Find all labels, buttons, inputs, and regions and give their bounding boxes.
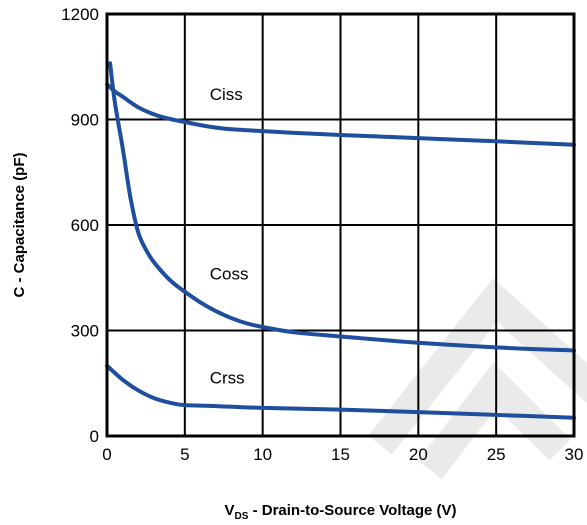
x-tick-label: 15 <box>331 445 350 464</box>
series-line-coss <box>108 61 576 353</box>
x-axis-title-subscript: DS <box>235 511 249 522</box>
series-line-crss <box>105 363 576 420</box>
x-tick-label: 5 <box>180 445 189 464</box>
x-axis-title-prefix: V <box>225 502 235 519</box>
x-tick-label: 0 <box>102 445 111 464</box>
series-label-coss: Coss <box>210 265 249 284</box>
y-tick-labels: 0 300 600 900 1200 <box>61 5 99 446</box>
y-tick-label: 1200 <box>61 5 99 24</box>
x-tick-label: 25 <box>487 445 506 464</box>
grid <box>107 14 574 436</box>
watermark-logo-inner <box>418 362 571 480</box>
series-line-ciss <box>105 82 576 147</box>
plot-frame <box>105 12 576 438</box>
y-axis-title: C - Capacitance (pF) <box>11 152 28 297</box>
series-curves <box>105 61 576 420</box>
series-labels: Ciss Coss Crss <box>210 85 249 387</box>
x-tick-label: 30 <box>565 445 584 464</box>
series-label-crss: Crss <box>210 368 245 387</box>
x-tick-labels: 0 5 10 15 20 25 30 <box>102 445 583 464</box>
x-tick-label: 20 <box>409 445 428 464</box>
x-axis-title: VDS - Drain-to-Source Voltage (V) <box>225 502 457 522</box>
y-tick-label: 600 <box>71 216 99 235</box>
x-axis-title-rest: - Drain-to-Source Voltage (V) <box>248 502 456 519</box>
x-tick-label: 10 <box>253 445 272 464</box>
series-label-ciss: Ciss <box>210 85 243 104</box>
y-tick-label: 900 <box>71 111 99 130</box>
y-tick-label: 0 <box>90 427 99 446</box>
y-tick-label: 300 <box>71 322 99 341</box>
